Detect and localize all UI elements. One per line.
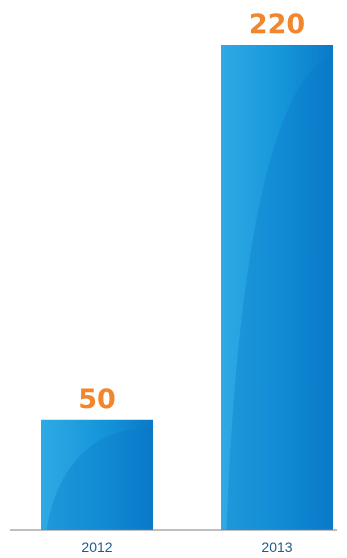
labels-layer: 50 2012 220 2013 — [78, 9, 305, 555]
bar-2012 — [41, 419, 153, 530]
value-label-2012: 50 — [78, 384, 116, 415]
bar-shading-2012 — [46, 428, 153, 530]
bar-2013 — [221, 45, 333, 530]
x-tick-label-2012: 2012 — [81, 539, 112, 555]
bar-rect-2012 — [41, 419, 153, 530]
value-label-2013: 220 — [249, 9, 305, 40]
x-tick-label-2013: 2013 — [261, 539, 292, 555]
bars-layer — [41, 45, 333, 530]
bar-rect-2013 — [221, 45, 333, 530]
bar-shading-2013 — [226, 57, 333, 530]
